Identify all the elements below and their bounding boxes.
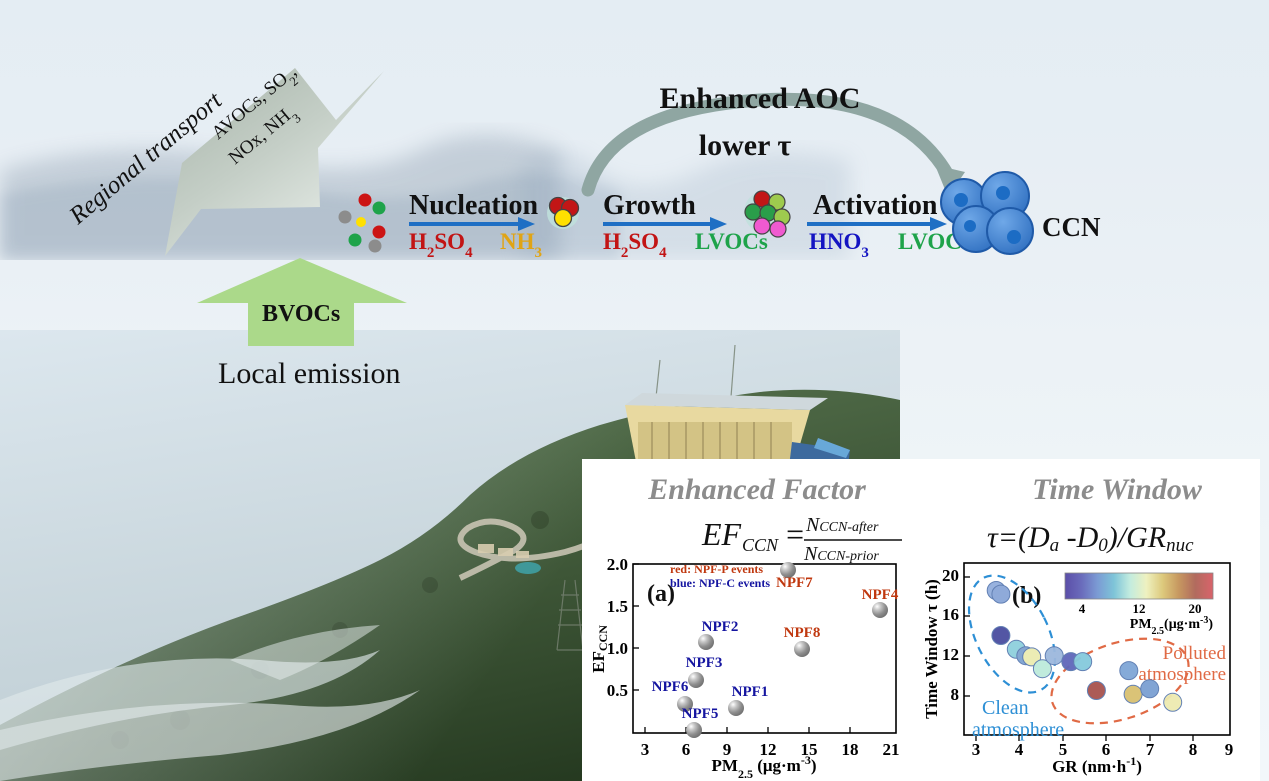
svg-text:3: 3 xyxy=(641,740,650,759)
svg-text:8: 8 xyxy=(951,685,960,704)
svg-text:NPF5: NPF5 xyxy=(682,706,719,722)
svg-text:NPF4: NPF4 xyxy=(862,587,899,603)
svg-text:H2SO4: H2SO4 xyxy=(409,229,473,261)
svg-text:=: = xyxy=(784,516,806,552)
svg-text:GR (nm·h-1): GR (nm·h-1) xyxy=(1052,754,1142,776)
svg-text:9: 9 xyxy=(1225,740,1234,759)
svg-text:Activation: Activation xyxy=(813,190,938,221)
svg-text:7: 7 xyxy=(1146,740,1155,759)
svg-text:EF: EF xyxy=(701,516,742,552)
svg-text:atmosphere: atmosphere xyxy=(972,719,1064,741)
svg-text:Clean: Clean xyxy=(982,697,1029,719)
svg-text:0.5: 0.5 xyxy=(607,681,628,700)
svg-text:Local emission: Local emission xyxy=(218,357,400,390)
svg-text:6: 6 xyxy=(682,740,691,759)
svg-text:4: 4 xyxy=(1015,740,1024,759)
svg-text:NPF7: NPF7 xyxy=(776,575,813,591)
svg-text:Time Window τ (h): Time Window τ (h) xyxy=(922,579,941,719)
svg-text:16: 16 xyxy=(942,605,959,624)
svg-text:NPF3: NPF3 xyxy=(686,655,723,671)
svg-text:18: 18 xyxy=(842,740,859,759)
svg-text:blue: NPF-C events: blue: NPF-C events xyxy=(670,576,770,590)
svg-text:NCCN-prior: NCCN-prior xyxy=(803,543,879,565)
svg-text:lower τ: lower τ xyxy=(699,129,792,162)
svg-text:12: 12 xyxy=(942,645,959,664)
svg-text:Enhanced AOC: Enhanced AOC xyxy=(660,82,861,115)
svg-text:8: 8 xyxy=(1189,740,1198,759)
svg-text:EFCCN: EFCCN xyxy=(589,625,610,673)
svg-text:NPF8: NPF8 xyxy=(784,625,821,641)
svg-text:PM2.5(μg·m-3): PM2.5(μg·m-3) xyxy=(1130,615,1214,637)
svg-text:Nucleation: Nucleation xyxy=(409,190,539,221)
svg-text:CCN: CCN xyxy=(1042,212,1101,242)
svg-text:NCCN-after: NCCN-after xyxy=(805,514,879,536)
svg-text:NPF2: NPF2 xyxy=(702,619,739,635)
svg-text:H2SO4: H2SO4 xyxy=(603,229,667,261)
svg-text:20: 20 xyxy=(942,566,959,585)
svg-text:NPF6: NPF6 xyxy=(652,679,689,695)
svg-text:Growth: Growth xyxy=(603,190,696,221)
svg-text:1.5: 1.5 xyxy=(607,597,628,616)
svg-text:CCN: CCN xyxy=(742,535,779,555)
svg-text:PM2.5 (μg·m-3): PM2.5 (μg·m-3) xyxy=(712,753,817,781)
svg-text:2.0: 2.0 xyxy=(607,555,628,574)
svg-text:Polluted: Polluted xyxy=(1163,643,1227,664)
svg-text:NPF1: NPF1 xyxy=(732,684,769,700)
svg-text:21: 21 xyxy=(883,740,900,759)
svg-text:BVOCs: BVOCs xyxy=(262,301,340,327)
svg-text:HNO3: HNO3 xyxy=(809,229,869,261)
svg-text:NH3: NH3 xyxy=(500,229,542,261)
svg-text:12: 12 xyxy=(1133,601,1146,616)
svg-text:4: 4 xyxy=(1079,601,1086,616)
svg-text:3: 3 xyxy=(972,740,981,759)
svg-text:Enhanced Factor: Enhanced Factor xyxy=(647,473,866,506)
svg-text:red: NPF-P events: red: NPF-P events xyxy=(670,562,763,576)
svg-text:Time Window: Time Window xyxy=(1032,473,1203,506)
svg-text:τ=(Da -D0)/GRnuc: τ=(Da -D0)/GRnuc xyxy=(987,521,1194,556)
